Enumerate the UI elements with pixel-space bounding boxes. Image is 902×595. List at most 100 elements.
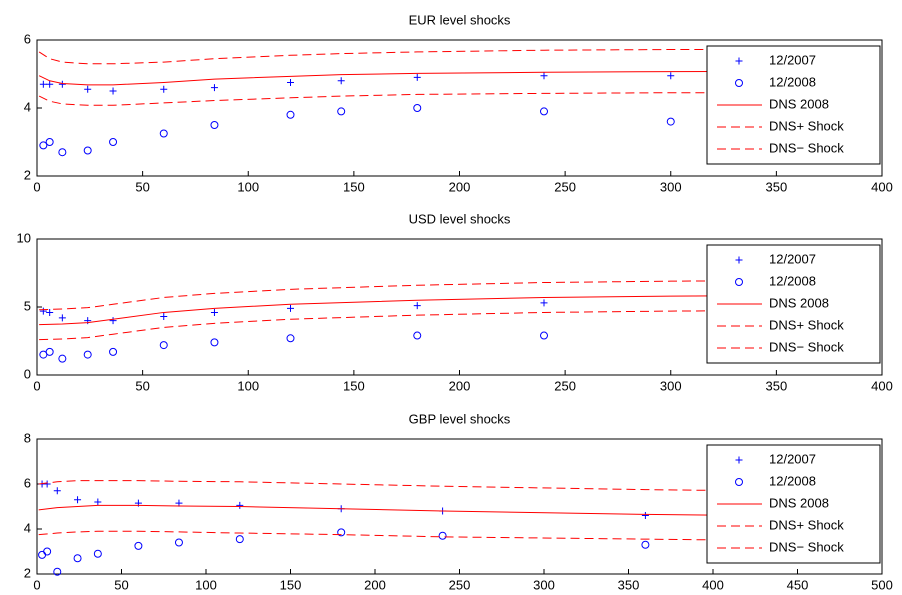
plus-marker bbox=[210, 84, 218, 92]
legend-label: DNS+ Shock bbox=[769, 317, 844, 332]
plus-marker bbox=[53, 487, 61, 495]
plus-marker bbox=[540, 72, 548, 80]
circle-marker bbox=[93, 549, 102, 558]
x-tick-label: 200 bbox=[364, 577, 386, 592]
circle-marker bbox=[58, 354, 67, 363]
plus-marker bbox=[287, 304, 294, 312]
x-tick-label: 50 bbox=[135, 378, 149, 393]
y-tick-label: 4 bbox=[24, 99, 31, 114]
plus-marker bbox=[84, 85, 92, 93]
circle-marker bbox=[73, 554, 82, 563]
x-tick-label: 0 bbox=[33, 378, 40, 393]
plus-marker bbox=[413, 302, 421, 310]
circle-marker bbox=[58, 148, 67, 157]
legend-swatch bbox=[735, 79, 743, 87]
circle-marker bbox=[174, 538, 183, 547]
plus-marker bbox=[46, 308, 54, 316]
x-tick-label: 150 bbox=[280, 577, 302, 592]
x-tick-label: 200 bbox=[449, 378, 471, 393]
plus-marker bbox=[94, 498, 102, 506]
legend-label: DNS 2008 bbox=[769, 96, 829, 111]
plus-marker bbox=[160, 313, 168, 321]
legend-label: DNS+ Shock bbox=[769, 517, 844, 532]
circle-marker bbox=[641, 540, 650, 549]
x-tick-label: 450 bbox=[787, 577, 809, 592]
x-tick-label: 300 bbox=[533, 577, 555, 592]
circle-marker bbox=[235, 535, 244, 544]
plus-marker bbox=[413, 73, 421, 81]
series-line bbox=[39, 279, 798, 311]
x-tick-label: 350 bbox=[766, 378, 788, 393]
y-tick-label: 6 bbox=[24, 31, 31, 46]
x-tick-label: 500 bbox=[871, 577, 893, 592]
circle-marker bbox=[337, 528, 346, 537]
series-line bbox=[38, 504, 747, 516]
series-line bbox=[39, 294, 798, 326]
legend-label: DNS 2008 bbox=[769, 295, 829, 310]
legend-label: 12/2007 bbox=[769, 251, 816, 266]
circle-marker bbox=[540, 107, 548, 116]
legend-label: 12/2008 bbox=[769, 74, 816, 89]
plus-marker bbox=[337, 77, 345, 85]
legend-label: DNS− Shock bbox=[769, 339, 844, 354]
plus-marker bbox=[43, 480, 51, 488]
legend-swatch bbox=[735, 456, 743, 464]
x-tick-label: 200 bbox=[449, 179, 471, 194]
x-tick-label: 150 bbox=[343, 378, 365, 393]
circle-marker bbox=[210, 338, 219, 347]
subplot-title: EUR level shocks bbox=[409, 12, 511, 27]
subplot-title: USD level shocks bbox=[409, 211, 511, 226]
legend-label: 12/2008 bbox=[769, 273, 816, 288]
x-tick-label: 300 bbox=[660, 378, 682, 393]
legend-label: 12/2007 bbox=[769, 451, 816, 466]
circle-marker bbox=[83, 146, 92, 155]
y-tick-label: 10 bbox=[17, 230, 31, 245]
plus-marker bbox=[175, 499, 183, 507]
circle-marker bbox=[540, 331, 548, 340]
legend-swatch bbox=[735, 57, 743, 65]
x-tick-label: 250 bbox=[554, 179, 576, 194]
x-tick-label: 400 bbox=[871, 378, 893, 393]
plus-marker bbox=[540, 299, 548, 307]
x-tick-label: 50 bbox=[114, 577, 128, 592]
circle-marker bbox=[134, 541, 143, 550]
legend-swatch bbox=[735, 278, 743, 286]
circle-marker bbox=[210, 121, 219, 129]
plus-marker bbox=[109, 87, 117, 95]
circle-marker bbox=[286, 110, 295, 119]
circle-marker bbox=[286, 334, 295, 343]
plus-marker bbox=[667, 72, 675, 80]
x-tick-label: 250 bbox=[449, 577, 471, 592]
plus-marker bbox=[109, 317, 117, 325]
plus-marker bbox=[210, 308, 218, 316]
x-tick-label: 100 bbox=[237, 179, 259, 194]
circle-marker bbox=[53, 567, 62, 576]
circle-marker bbox=[413, 331, 422, 340]
plus-marker bbox=[236, 501, 244, 509]
circle-marker bbox=[413, 104, 422, 112]
plus-marker bbox=[74, 496, 82, 504]
plus-marker bbox=[58, 314, 66, 322]
plus-marker bbox=[160, 85, 168, 93]
x-tick-label: 100 bbox=[237, 378, 259, 393]
series-line bbox=[38, 49, 798, 65]
x-tick-label: 400 bbox=[871, 179, 893, 194]
circle-marker bbox=[159, 341, 168, 350]
series-line bbox=[38, 70, 798, 86]
series-line bbox=[38, 92, 798, 106]
plus-marker bbox=[641, 512, 649, 519]
x-tick-label: 250 bbox=[554, 378, 576, 393]
series-line bbox=[38, 530, 747, 541]
plus-marker bbox=[287, 79, 294, 86]
y-tick-label: 0 bbox=[24, 366, 31, 381]
circle-marker bbox=[337, 107, 346, 116]
y-tick-label: 8 bbox=[24, 430, 31, 445]
x-tick-label: 0 bbox=[33, 179, 40, 194]
y-tick-label: 5 bbox=[24, 298, 31, 313]
subplot-title: GBP level shocks bbox=[409, 411, 511, 426]
circle-marker bbox=[45, 347, 54, 356]
circle-marker bbox=[438, 531, 447, 540]
x-tick-label: 350 bbox=[618, 577, 640, 592]
y-tick-label: 2 bbox=[24, 565, 31, 580]
circle-marker bbox=[109, 138, 118, 146]
